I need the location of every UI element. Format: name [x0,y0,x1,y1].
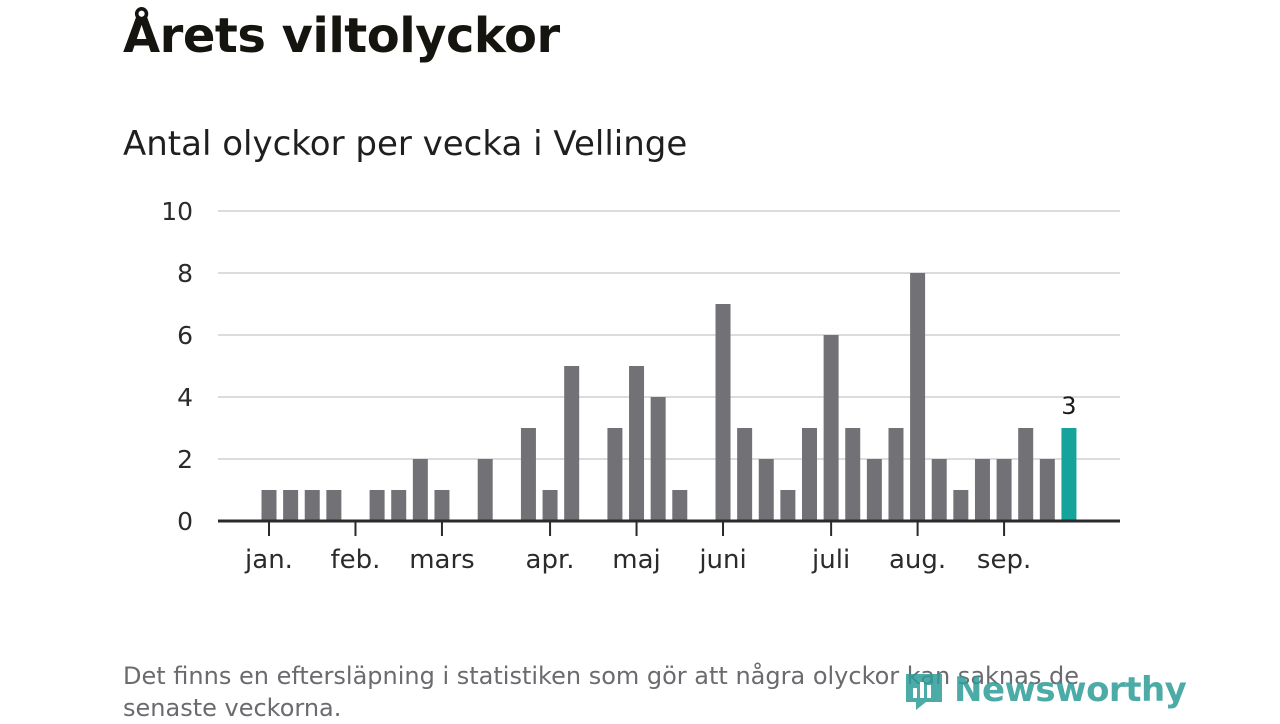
bar [1039,459,1055,521]
bar [477,459,493,521]
newsworthy-logo: Newsworthy [902,668,1187,712]
x-tick-label: maj [612,545,660,575]
data-label: 3 [1061,392,1076,420]
bar [758,459,774,521]
x-tick-label: juli [811,545,850,575]
y-axis-ticks: 0 2 4 6 8 10 [161,197,193,536]
data-labels: 3 [1061,392,1076,420]
bar [802,428,817,521]
bar [996,459,1012,521]
chart-subtitle: Antal olyckor per vecka i Vellinge [123,124,688,164]
bar [737,428,753,521]
bar [326,490,342,521]
bar [823,335,839,521]
newsworthy-logo-text: Newsworthy [954,670,1187,710]
x-tick-label: jan. [244,545,293,575]
newsworthy-logo-icon [906,674,942,710]
x-tick-label: sep. [977,545,1031,575]
x-axis: jan. feb. mars apr. maj juni juli aug. sep. [218,519,1120,575]
y-tick-label: 0 [177,507,193,536]
bar [629,366,645,521]
bar [412,459,428,521]
bar [304,490,320,521]
bar [542,490,558,521]
x-tick-label: juni [698,545,746,575]
bar [650,397,666,521]
bar [715,304,731,521]
bar [520,428,536,521]
bar [910,273,926,521]
bar [953,490,969,521]
bar [261,490,277,521]
bar [391,490,407,521]
x-tick-label: aug. [889,545,946,575]
bar [672,490,688,521]
y-tick-label: 8 [177,259,193,288]
bar [1018,428,1034,521]
highlighted-bar [1061,428,1077,521]
chart-title: Årets viltolyckor [123,8,560,64]
bar [780,490,796,521]
y-tick-label: 10 [161,197,193,226]
y-tick-label: 2 [177,445,193,474]
bar [888,428,904,521]
x-tick-label: mars [409,545,475,575]
bar [369,490,385,521]
bar [434,490,450,521]
grid-lines [218,210,1120,460]
y-tick-label: 4 [177,383,193,412]
bar [931,459,947,521]
bar-chart: 0 2 4 6 8 10 jan. feb. mars apr. maj juni juli aug. s… [161,197,1120,575]
bar [564,366,580,521]
bar [845,428,861,521]
bar [866,459,882,521]
y-tick-label: 6 [177,321,193,350]
bar [607,428,623,521]
x-tick-label: feb. [331,545,381,575]
bar [283,490,299,521]
bars [261,273,1077,521]
x-tick-label: apr. [526,545,575,575]
bar [974,459,990,521]
